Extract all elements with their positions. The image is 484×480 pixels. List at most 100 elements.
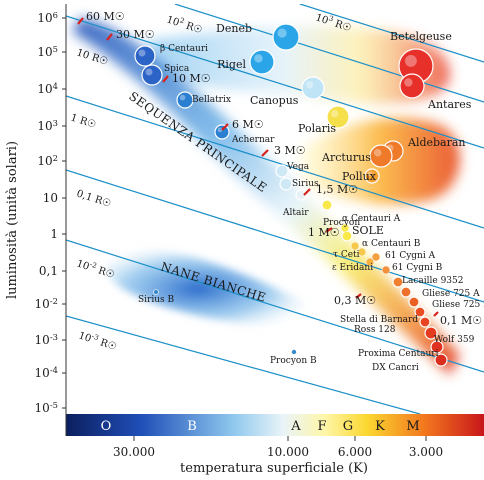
spectral-bar [66,414,484,436]
labels-layer: 102 R☉103 R☉10 R☉1 R☉0,1 R☉10-2 R☉10-3 R… [69,10,484,373]
star-61-cygni-b [381,265,391,275]
mass-label-0-3-m: 0,3 M☉ [334,294,376,307]
y-tick-label: 1 [50,227,58,241]
star-label-antares: Antares [427,98,472,111]
star-sirius [279,177,293,191]
spectral-class-m: M [406,419,419,434]
star-highlight [373,148,382,157]
mass-label-1-m: 1 M☉ [308,226,340,239]
y-axis-label: luminosità (unità solari) [5,141,20,299]
radius-line [299,4,484,63]
y-tick-label: 0,1 [39,264,58,278]
star-label-wolf-359: Wolf 359 [434,335,475,345]
star-label-sirius: Sirius [292,179,319,189]
star-label-rigel: Rigel [217,58,246,71]
star-label-61-cygni-b: 61 Cygni B [392,263,443,273]
star-label-centauri-b: α Centauri B [362,239,421,249]
star-procyon [321,199,333,211]
star-label-canopus: Canopus [250,94,299,107]
x-tick-label: 6.000 [338,445,372,459]
mass-label-30-m: 30 M☉ [116,28,155,41]
star-canopus [301,76,325,100]
star-wolf-359 [424,326,438,340]
star-label-procyon: Procyon [323,218,360,228]
star-highlight [330,109,339,118]
x-axis-label: temperatura superficiale (K) [180,461,368,476]
spectral-class-k: K [375,419,385,434]
star-altair [295,189,307,201]
star-bellatrix [176,91,194,109]
star-61-cygni-a [371,252,381,262]
stars-layer [134,23,448,367]
radius-label: 10-3 R☉ [77,328,118,352]
mass-marker [162,75,169,83]
y-tick-label: 103 [37,118,58,133]
radius-line [66,95,484,229]
star-label-spica: Spica [164,64,190,74]
mass-label-1-5-m: 1,5 M☉ [316,183,358,196]
radius-label: 103 R☉ [314,10,353,34]
star-sirius-b [153,289,159,295]
star-achernar [214,124,230,140]
star-polaris [326,105,350,129]
radius-label: 102 R☉ [165,12,204,36]
star-label-achernar: Achernar [231,135,275,145]
radius-line [66,315,421,414]
star-centauri-a [340,223,350,233]
star-label-stella-di-barnard: Stella di Barnard [340,315,418,325]
radius-line [66,169,484,303]
star-highlight [217,127,223,133]
mass-label-6-m: 6 M☉ [232,118,264,131]
mass-label-10-m: 10 M☉ [172,72,211,85]
star-stella-di-barnard [414,306,426,318]
radius-line [66,239,484,373]
star-centauri-b [350,241,360,251]
star-proxima-centauri [430,340,444,354]
spectral-class-f: F [317,419,326,434]
star-label-sirius-b: Sirius B [138,295,175,305]
radius-label: 0,1 R☉ [75,188,112,209]
y-tick-label: 10-2 [35,296,58,311]
star-dx-cancri [434,353,448,367]
star-label-arcturus: Arcturus [321,151,371,164]
y-tick-label: 10 [43,191,58,205]
star-label-gliese-725-b: Gliese 725 B [432,300,484,310]
star-sole [341,230,353,242]
star-label-centauri: β Centauri [160,44,208,54]
mass-marker [77,17,84,25]
mass-marker [355,293,362,299]
x-tick-label: 30.000 [113,445,155,459]
spectral-class-o: O [101,419,112,434]
x-ticks: 30.000 10.000 6.000 3.000 [113,436,443,459]
star-label-polaris: Polaris [298,122,336,135]
star-label-eridani: ε Eridani [332,263,373,273]
star-label-ceti: τ Ceti [333,250,360,260]
y-tick-label: 106 [37,10,58,25]
y-tick-label: 10-3 [35,332,58,347]
star-eridani [365,257,375,267]
star-pollux [364,168,380,184]
star-label-vega: Vega [286,162,310,172]
mass-marker [221,123,229,131]
star-label-altair: Altair [282,208,309,218]
y-tick-label: 102 [37,153,58,168]
star-highlight [404,78,413,87]
star-label-dx-cancri: DX Cancri [372,363,419,373]
mass-label-0-1-m: 0,1 M☉ [440,314,482,327]
mass-label-3-m: 3 M☉ [274,144,306,157]
star-label-bellatrix: Bellatrix [192,95,231,105]
mass-marker [303,188,311,196]
mass-marker [325,227,333,233]
radius-line [66,15,484,149]
spectral-class-b: B [187,419,197,434]
star-ross-128 [419,316,431,328]
main-sequence-region [72,18,460,375]
star-procyon-b [291,349,297,355]
star-gliese-725-a [400,286,412,298]
star-label-procyon-b: Procyon B [270,356,317,366]
star-arcturus [369,144,393,168]
y-tick-label: 104 [37,81,58,96]
white-dwarf-region [106,249,311,329]
supergiant-region [150,25,450,104]
